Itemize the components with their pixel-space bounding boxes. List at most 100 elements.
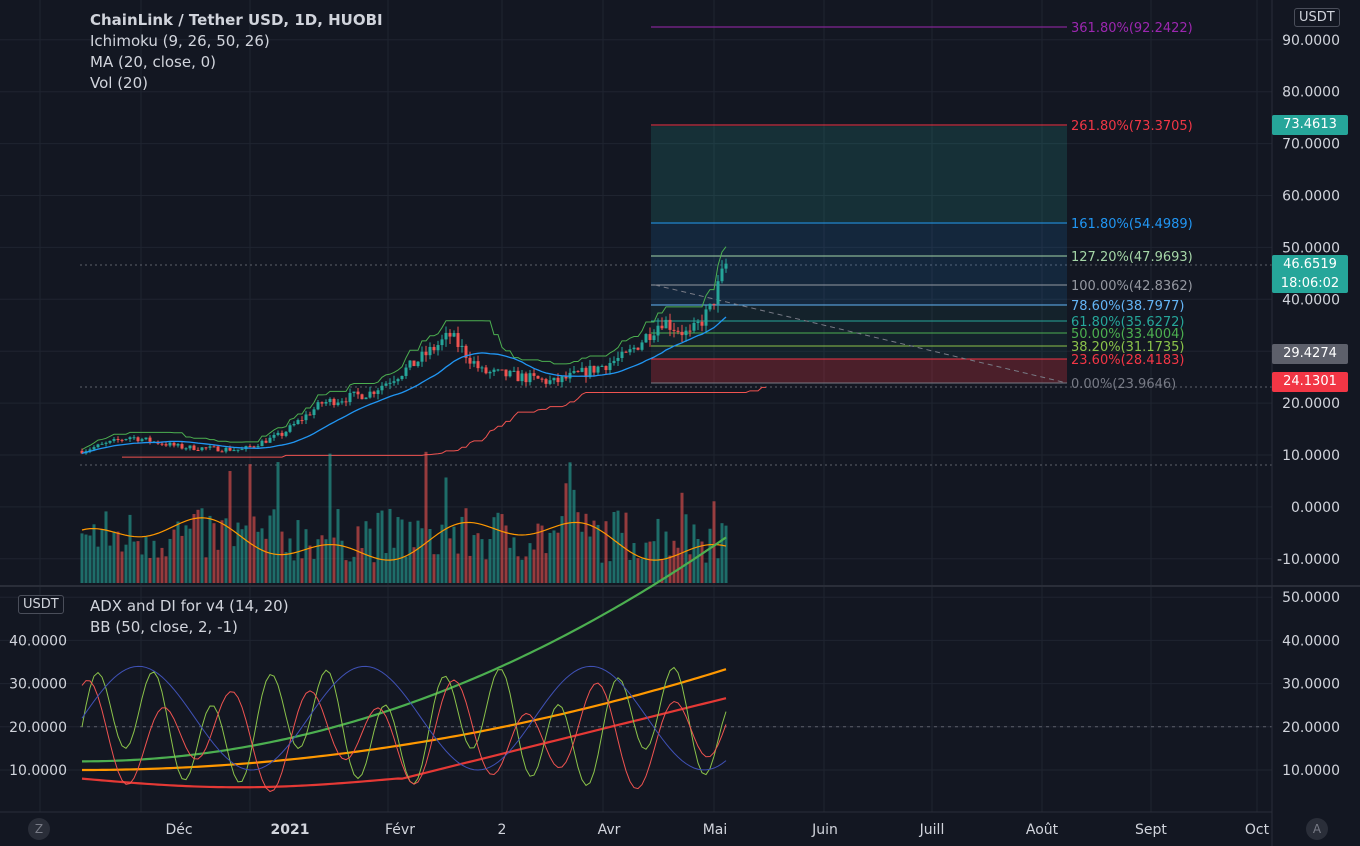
legend-vol[interactable]: Vol (20)	[90, 74, 149, 92]
auto-scale-button[interactable]: A	[1306, 818, 1328, 840]
fib-level-label: 23.60%(28.4183)	[1071, 353, 1184, 368]
candle-body	[400, 375, 404, 380]
volume-bar	[328, 453, 332, 583]
candle-body	[172, 442, 176, 446]
ichimoku-base-line	[122, 386, 766, 458]
volume-bar	[96, 546, 100, 583]
bb-upper-line	[81, 536, 727, 763]
candle-body	[680, 331, 684, 336]
candle-body	[368, 391, 372, 398]
candle-body	[528, 373, 532, 383]
candle-body	[460, 345, 464, 348]
gray-price-tag: 29.4274	[1272, 344, 1348, 364]
candle-body	[708, 303, 712, 310]
volume-bars	[80, 451, 728, 583]
last-price-tag: 46.6519 18:06:02	[1272, 255, 1348, 293]
candle-body	[552, 377, 556, 381]
volume-bar	[400, 519, 404, 583]
time-axis[interactable]: Déc 2021 Févr 2 Avr Mai Juin Juill Août Sept Oct	[165, 822, 1269, 838]
candle-body	[208, 446, 212, 448]
volume-bar	[136, 541, 140, 583]
volume-bar	[252, 516, 256, 583]
candle-body	[664, 319, 668, 329]
volume-bar	[660, 560, 664, 583]
adx-line	[81, 665, 727, 771]
candle-body	[444, 332, 448, 340]
candle-body	[332, 398, 336, 406]
price-axis[interactable]: 90.0000 80.0000 70.0000 60.0000 50.0000 40.00…	[1277, 33, 1340, 568]
volume-bar	[576, 512, 580, 583]
candle-body	[648, 334, 652, 341]
zoom-left-button[interactable]: Z	[28, 818, 50, 840]
volume-bar	[596, 524, 600, 583]
candle-body	[212, 446, 216, 448]
volume-bar	[88, 535, 92, 583]
price-tick-label: 80.0000	[1282, 85, 1340, 101]
volume-bar	[448, 538, 452, 583]
time-tick-label: Oct	[1245, 822, 1270, 838]
volume-bar	[580, 531, 584, 583]
lower-left-tick-label: 40.0000	[9, 633, 67, 649]
candle-body	[516, 370, 520, 382]
candle-body	[408, 360, 412, 368]
candle-body	[652, 335, 656, 341]
candle-body	[92, 447, 96, 450]
legend-adx[interactable]: ADX and DI for v4 (14, 20)	[90, 597, 289, 615]
legend-bb[interactable]: BB (50, close, 2, -1)	[90, 618, 238, 636]
fib-level-label: 38.20%(31.1735)	[1071, 340, 1184, 355]
candle-body	[168, 442, 172, 446]
volume-bar	[432, 554, 436, 583]
volume-bar	[128, 514, 132, 583]
candle-body	[104, 442, 108, 444]
volume-bar	[192, 513, 196, 583]
candle-body	[384, 383, 388, 386]
volume-bar	[264, 538, 268, 583]
ma-line	[81, 316, 727, 454]
volume-bar	[268, 515, 272, 583]
candle-body	[636, 347, 640, 350]
price-unit-badge[interactable]: USDT	[1294, 8, 1340, 27]
legend-ichimoku[interactable]: Ichimoku (9, 26, 50, 26)	[90, 32, 270, 50]
volume-bar	[288, 538, 292, 583]
candle-body	[624, 351, 628, 353]
volume-bar	[524, 556, 528, 583]
volume-bar	[120, 551, 124, 583]
di-plus-line	[81, 666, 727, 787]
volume-bar	[388, 508, 392, 583]
volume-bar	[208, 515, 212, 583]
price-tick-label: 40.0000	[1282, 292, 1340, 308]
candle-body	[268, 437, 272, 443]
lower-price-axis[interactable]: 50.0000 40.0000 30.0000 20.0000 10.0000	[1282, 590, 1340, 779]
volume-bar	[156, 557, 160, 583]
lower-unit-badge[interactable]: USDT	[18, 595, 64, 614]
bb-basis-line	[81, 668, 727, 772]
volume-bar	[612, 511, 616, 583]
candle-body	[620, 351, 624, 359]
candle-body	[128, 437, 132, 440]
fib-level-label: 78.60%(38.7977)	[1071, 299, 1184, 314]
fib-top-price-tag: 73.4613	[1272, 115, 1348, 135]
candle-body	[112, 439, 116, 441]
candle-body	[288, 425, 292, 432]
legend-ma[interactable]: MA (20, close, 0)	[90, 53, 217, 71]
volume-bar	[112, 531, 116, 583]
volume-bar	[292, 560, 296, 583]
price-tick-label: 90.0000	[1282, 33, 1340, 49]
candle-body	[248, 446, 252, 448]
candle-body	[132, 437, 136, 439]
candle-body	[580, 367, 584, 372]
candle-body	[412, 360, 416, 367]
volume-bar	[424, 451, 428, 583]
volume-bar	[452, 526, 456, 583]
fibonacci-extension[interactable]: 361.80%(92.2422) 261.80%(73.3705) 161.80%(…	[651, 21, 1193, 392]
lower-left-tick-label: 30.0000	[9, 677, 67, 693]
symbol-title[interactable]: ChainLink / Tether USD, 1D, HUOBI	[90, 11, 383, 29]
volume-bar	[100, 529, 104, 583]
volume-bar	[648, 541, 652, 583]
candle-body	[256, 446, 260, 448]
ichimoku-cloud	[81, 246, 766, 458]
lower-left-axis: 40.0000 30.0000 20.0000 10.0000	[9, 633, 67, 779]
volume-bar	[312, 558, 316, 583]
volume-bar	[656, 518, 660, 583]
